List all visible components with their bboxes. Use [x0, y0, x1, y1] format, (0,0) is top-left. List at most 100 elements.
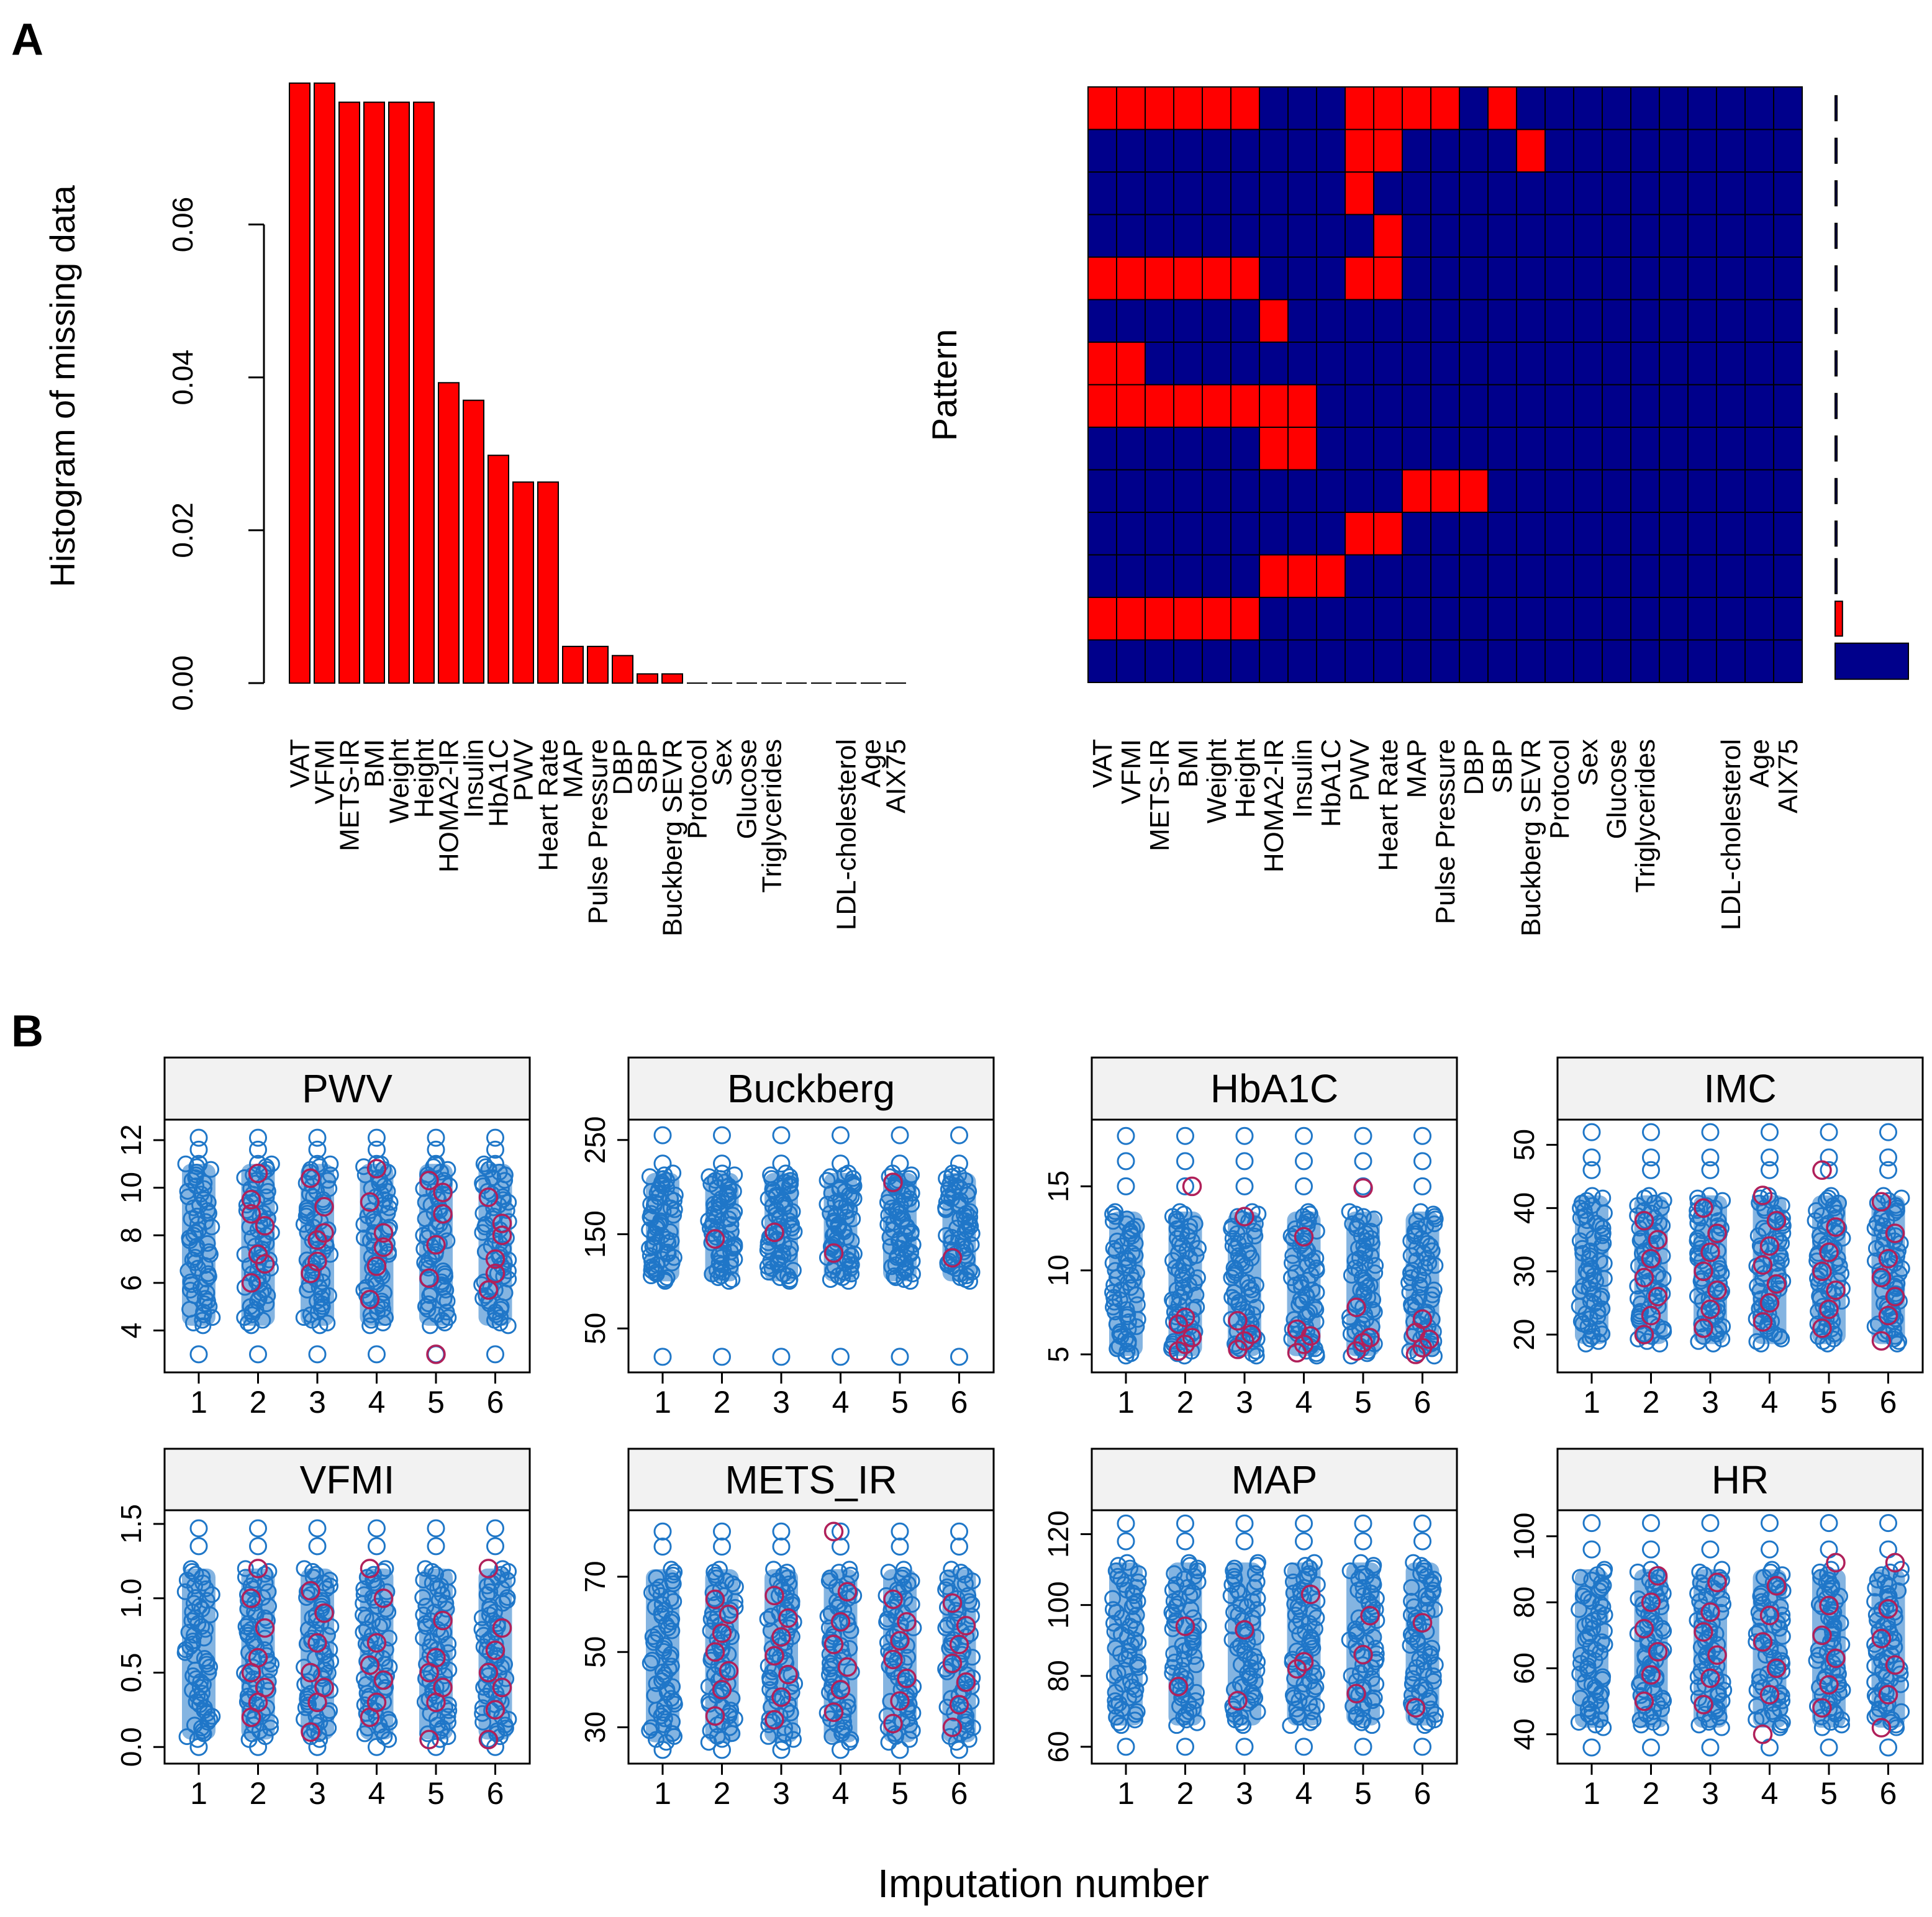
imputed-point: [301, 1662, 320, 1683]
imputed-point: [1235, 1620, 1254, 1640]
imputed-point: [1707, 1223, 1727, 1243]
pattern-proportion-bar: [1834, 520, 1838, 547]
observed-point: [1117, 1152, 1135, 1171]
observed-point: [249, 1128, 267, 1147]
pattern-cell: [1630, 597, 1660, 641]
pattern-cell: [1373, 342, 1403, 386]
histogram-bar: [661, 673, 683, 684]
imputed-point: [1168, 1314, 1189, 1335]
imputed-point: [705, 1229, 725, 1249]
pattern-cell: [1202, 342, 1231, 386]
imputed-point: [1878, 1685, 1898, 1705]
histogram-y-label: Histogram of missing data: [43, 184, 82, 587]
pattern-cell: [1716, 639, 1746, 683]
imputed-point: [255, 1677, 275, 1698]
pattern-cell: [1316, 427, 1346, 471]
imputed-point: [1353, 1178, 1373, 1198]
imputed-points: [823, 1521, 858, 1722]
pattern-x-tick-label: Sex: [1573, 739, 1603, 786]
histogram-bar: [512, 481, 534, 684]
pattern-cell: [1487, 469, 1517, 513]
pattern-cell: [1316, 512, 1346, 556]
strip-y-tick-label: 50: [579, 1636, 611, 1668]
observed-point: [950, 1154, 968, 1173]
strip-x-tick-label: 3: [309, 1385, 326, 1420]
pattern-cell: [1373, 427, 1403, 471]
pattern-cell: [1659, 299, 1689, 343]
imputed-point: [1235, 1207, 1254, 1226]
pattern-cell: [1716, 597, 1746, 641]
imputed-point: [1648, 1230, 1668, 1250]
observed-point: [891, 1741, 909, 1759]
strip-x-tick-label: 2: [250, 1776, 267, 1811]
pattern-cell: [1773, 171, 1803, 215]
observed-point: [308, 1128, 327, 1147]
pattern-cell: [1516, 384, 1546, 428]
imputed-points: [883, 1589, 917, 1734]
pattern-cell: [1773, 469, 1803, 513]
imputed-point: [492, 1213, 512, 1233]
imputed-point: [719, 1661, 739, 1681]
observed-point: [308, 1519, 327, 1538]
strip-y-tick-label: 1.5: [115, 1504, 147, 1544]
observed-point: [486, 1537, 504, 1556]
pattern-cell: [1345, 129, 1374, 173]
pattern-cell: [1287, 384, 1317, 428]
imputed-point: [1235, 1331, 1254, 1351]
observed-point: [772, 1126, 791, 1144]
observed-point: [1235, 1532, 1254, 1551]
observed-point-band: [883, 1172, 917, 1282]
pattern-cell: [1230, 639, 1260, 683]
imputed-point: [1885, 1552, 1905, 1573]
imputed-point: [883, 1713, 903, 1734]
observed-point: [950, 1538, 968, 1556]
imputed-point: [419, 1268, 439, 1288]
imputed-point: [255, 1618, 275, 1638]
pattern-cell: [1287, 512, 1317, 556]
pattern-cell: [1316, 639, 1346, 683]
pattern-cell: [1087, 256, 1117, 301]
pattern-cell: [1087, 512, 1117, 556]
pattern-x-labels: VATVFMIMETS-IRBMIWeightHeightHOMA2-IRIns…: [1087, 738, 1803, 936]
strip-x-tick-label: 5: [1354, 1776, 1372, 1811]
pattern-x-tick-label: LDL-cholesterol: [1716, 739, 1746, 930]
observed-point: [1176, 1126, 1194, 1145]
pattern-cell: [1316, 384, 1346, 428]
observed-points: [641, 1522, 683, 1759]
observed-points: [759, 1126, 803, 1366]
pattern-proportion-bar: [1834, 350, 1838, 377]
observed-point-band: [1634, 1569, 1668, 1728]
pattern-cell: [1373, 512, 1403, 556]
pattern-cell: [1687, 554, 1717, 598]
strip-panel-hba1c: HbA1C 5 10 15 1 2 3 4 5 6: [1042, 1056, 1458, 1420]
observed-point-band: [419, 1568, 453, 1740]
observed-point-band: [1405, 1562, 1440, 1726]
pattern-cell: [1145, 299, 1174, 343]
observed-point: [1295, 1514, 1313, 1533]
pattern-proportion-bars: [1834, 95, 1909, 680]
pattern-cell: [1087, 427, 1117, 471]
pattern-cell: [1487, 299, 1517, 343]
observed-point: [1701, 1123, 1720, 1141]
pattern-cell: [1373, 554, 1403, 598]
pattern-cell: [1516, 171, 1546, 215]
pattern-cell: [1373, 597, 1403, 641]
observed-point: [1354, 1532, 1372, 1551]
imputed-point: [956, 1672, 976, 1692]
observed-points: [641, 1126, 684, 1366]
histogram-x-tick-label: MAP: [558, 739, 589, 798]
pattern-cell: [1116, 639, 1146, 683]
observed-point: [1820, 1738, 1838, 1757]
pattern-cell: [1716, 129, 1746, 173]
strip-y-tick-label: 40: [1508, 1192, 1540, 1224]
pattern-proportion-bar: [1834, 180, 1838, 207]
imputed-points: [883, 1172, 903, 1192]
pattern-cell: [1602, 342, 1631, 386]
pattern-cell: [1659, 469, 1689, 513]
imputed-point: [366, 1159, 387, 1179]
imputed-point: [1753, 1185, 1773, 1205]
imputed-point: [830, 1680, 851, 1700]
histogram-bar: [388, 101, 410, 684]
observed-point-band: [823, 1569, 858, 1743]
